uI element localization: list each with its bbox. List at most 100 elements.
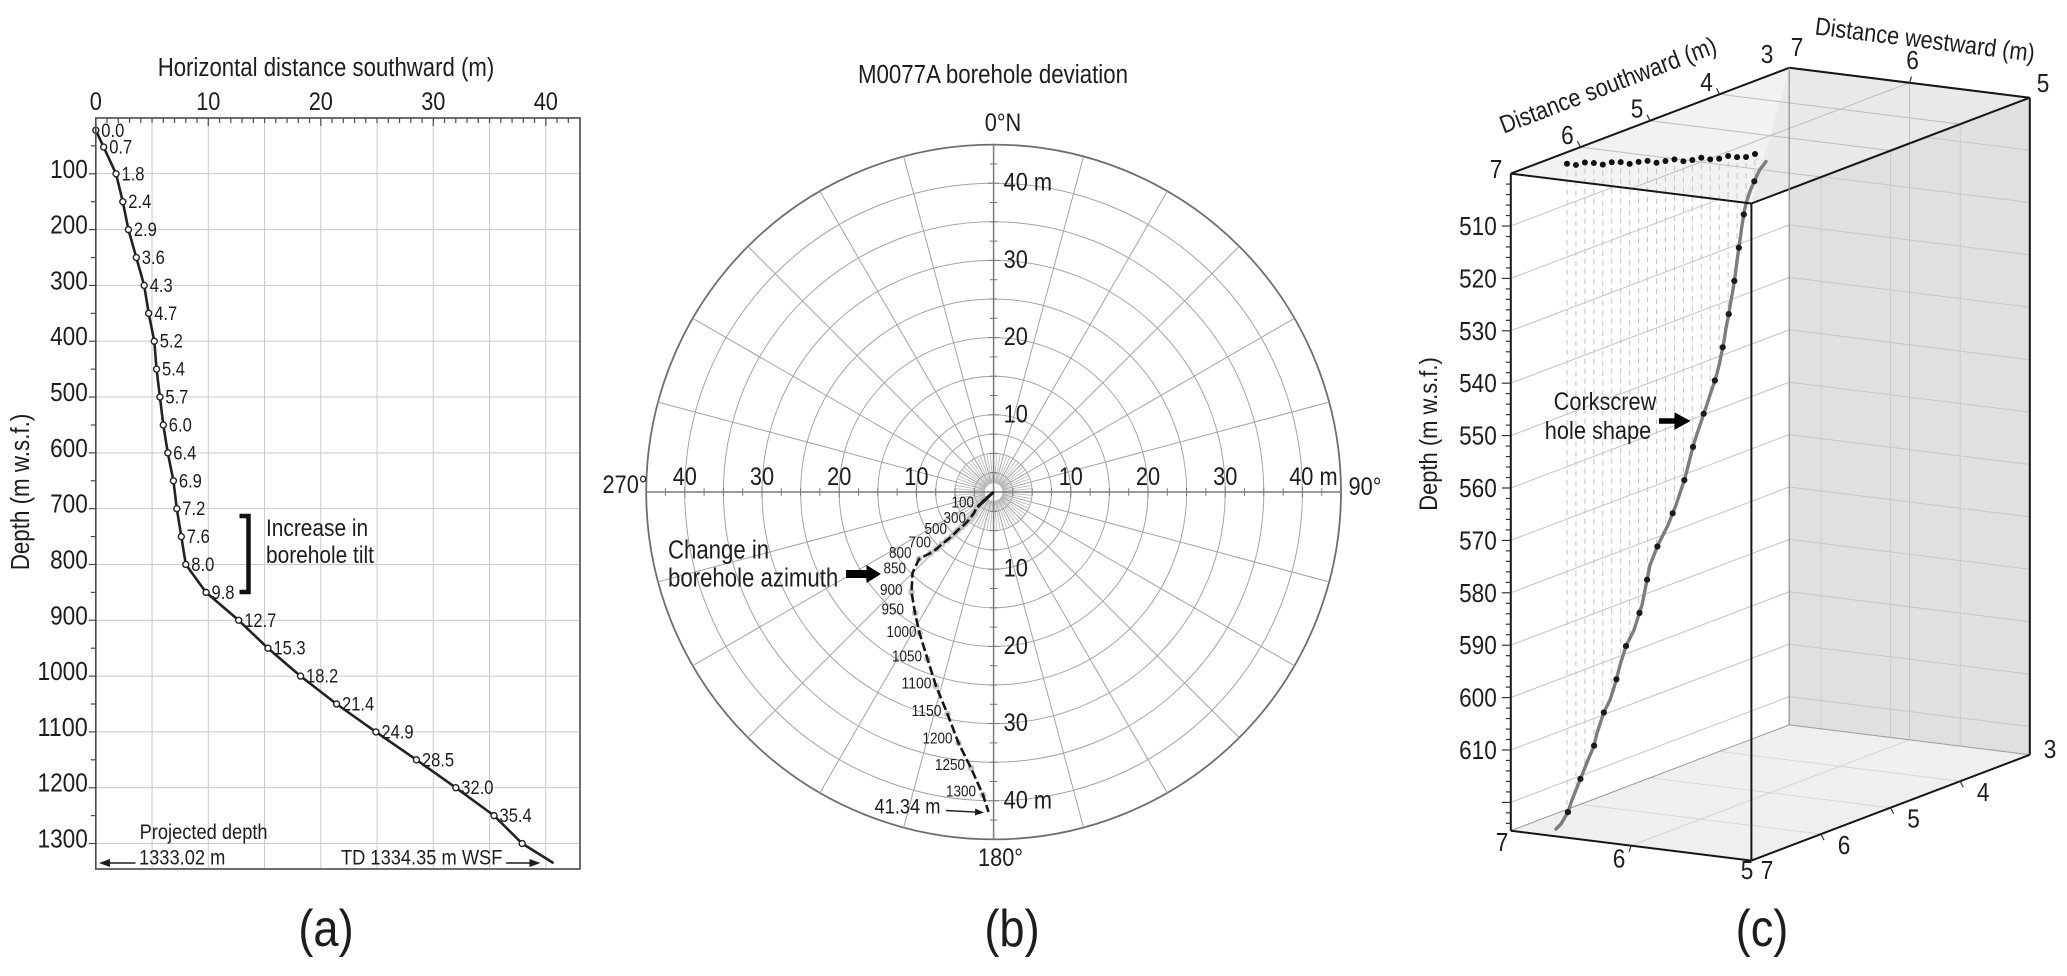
svg-text:30: 30 bbox=[421, 88, 445, 116]
svg-text:1100: 1100 bbox=[902, 676, 932, 693]
svg-text:6: 6 bbox=[1613, 844, 1626, 874]
svg-text:500: 500 bbox=[925, 521, 948, 538]
svg-text:Depth (m w.s.f.): Depth (m w.s.f.) bbox=[1415, 357, 1443, 511]
svg-text:8.0: 8.0 bbox=[191, 555, 214, 576]
svg-text:5.7: 5.7 bbox=[165, 388, 188, 409]
svg-text:18.2: 18.2 bbox=[306, 667, 338, 688]
svg-text:10: 10 bbox=[904, 463, 928, 491]
svg-text:1050: 1050 bbox=[892, 649, 922, 666]
svg-text:Corkscrew: Corkscrew bbox=[1554, 388, 1658, 416]
svg-text:3: 3 bbox=[2044, 734, 2057, 764]
svg-text:12.7: 12.7 bbox=[244, 611, 276, 632]
svg-text:270°: 270° bbox=[603, 471, 648, 499]
svg-text:2.4: 2.4 bbox=[128, 192, 151, 213]
svg-text:1300: 1300 bbox=[946, 784, 976, 801]
svg-text:7.2: 7.2 bbox=[182, 499, 205, 520]
svg-text:180°: 180° bbox=[978, 844, 1023, 872]
svg-text:35.4: 35.4 bbox=[500, 806, 533, 827]
svg-text:Change in: Change in bbox=[668, 537, 769, 565]
svg-text:20: 20 bbox=[1004, 323, 1028, 351]
svg-text:15.3: 15.3 bbox=[273, 639, 305, 660]
svg-text:600: 600 bbox=[50, 433, 88, 463]
svg-text:5.2: 5.2 bbox=[160, 332, 183, 353]
svg-text:7: 7 bbox=[1761, 855, 1774, 885]
svg-text:600: 600 bbox=[1459, 683, 1497, 713]
svg-text:30: 30 bbox=[1213, 463, 1237, 491]
svg-text:700: 700 bbox=[50, 489, 88, 519]
svg-text:5: 5 bbox=[1741, 855, 1754, 885]
svg-text:7: 7 bbox=[1490, 154, 1503, 184]
svg-text:(a): (a) bbox=[298, 900, 353, 958]
svg-text:300: 300 bbox=[50, 265, 88, 295]
svg-text:530: 530 bbox=[1459, 316, 1497, 346]
svg-text:24.9: 24.9 bbox=[381, 722, 413, 743]
svg-text:0.7: 0.7 bbox=[109, 138, 132, 159]
svg-text:4: 4 bbox=[1700, 67, 1713, 97]
svg-text:5: 5 bbox=[1631, 94, 1644, 124]
svg-text:borehole tilt: borehole tilt bbox=[266, 542, 374, 569]
svg-text:300: 300 bbox=[944, 510, 967, 527]
svg-text:28.5: 28.5 bbox=[422, 750, 454, 771]
svg-text:900: 900 bbox=[880, 582, 903, 599]
svg-text:21.4: 21.4 bbox=[342, 695, 375, 716]
svg-text:560: 560 bbox=[1459, 473, 1497, 503]
svg-text:520: 520 bbox=[1459, 263, 1497, 293]
svg-text:30: 30 bbox=[1004, 246, 1028, 274]
svg-text:10: 10 bbox=[1004, 400, 1028, 428]
svg-text:6.4: 6.4 bbox=[173, 443, 196, 464]
svg-text:20: 20 bbox=[309, 88, 333, 116]
svg-text:6: 6 bbox=[1561, 120, 1574, 150]
svg-text:M0077A borehole deviation: M0077A borehole deviation bbox=[858, 61, 1128, 89]
svg-text:610: 610 bbox=[1459, 735, 1497, 765]
svg-text:540: 540 bbox=[1459, 368, 1497, 398]
svg-text:40 m: 40 m bbox=[1004, 169, 1052, 197]
svg-text:7: 7 bbox=[1496, 827, 1509, 857]
svg-text:4.7: 4.7 bbox=[154, 304, 177, 325]
svg-text:10: 10 bbox=[1004, 555, 1028, 583]
svg-text:6.9: 6.9 bbox=[179, 471, 202, 492]
svg-text:4.3: 4.3 bbox=[150, 276, 173, 297]
svg-text:850: 850 bbox=[884, 561, 907, 578]
svg-text:Horizontal distance southward: Horizontal distance southward (m) bbox=[158, 54, 495, 82]
svg-text:20: 20 bbox=[1136, 463, 1160, 491]
svg-text:Projected depth: Projected depth bbox=[140, 821, 268, 844]
svg-text:10: 10 bbox=[196, 88, 220, 116]
svg-text:40 m: 40 m bbox=[1289, 463, 1337, 491]
svg-text:1150: 1150 bbox=[912, 703, 942, 720]
svg-text:400: 400 bbox=[50, 321, 88, 351]
svg-text:30: 30 bbox=[1004, 709, 1028, 737]
svg-text:(c): (c) bbox=[1736, 900, 1789, 958]
svg-text:5: 5 bbox=[2037, 68, 2050, 98]
svg-text:500: 500 bbox=[50, 377, 88, 407]
svg-text:10: 10 bbox=[1059, 463, 1083, 491]
svg-text:6: 6 bbox=[1838, 830, 1851, 860]
svg-text:5.4: 5.4 bbox=[162, 360, 185, 381]
svg-text:1200: 1200 bbox=[923, 731, 953, 748]
svg-text:1000: 1000 bbox=[887, 624, 917, 641]
svg-text:590: 590 bbox=[1459, 630, 1497, 660]
svg-text:510: 510 bbox=[1459, 211, 1497, 241]
svg-text:700: 700 bbox=[909, 535, 932, 552]
svg-text:100: 100 bbox=[952, 495, 975, 512]
svg-text:(b): (b) bbox=[984, 900, 1039, 958]
svg-text:900: 900 bbox=[50, 600, 88, 630]
svg-text:20: 20 bbox=[1004, 632, 1028, 660]
svg-text:1200: 1200 bbox=[38, 768, 88, 798]
svg-text:Depth (m w.s.f.): Depth (m w.s.f.) bbox=[7, 414, 35, 571]
svg-text:6: 6 bbox=[1906, 45, 1919, 75]
svg-text:100: 100 bbox=[50, 154, 88, 184]
svg-text:1250: 1250 bbox=[935, 757, 965, 774]
svg-text:40: 40 bbox=[534, 88, 558, 116]
svg-text:41.34 m: 41.34 m bbox=[875, 796, 941, 819]
svg-text:3.6: 3.6 bbox=[142, 248, 165, 269]
svg-text:30: 30 bbox=[750, 463, 774, 491]
svg-text:800: 800 bbox=[889, 545, 912, 562]
svg-text:borehole azimuth: borehole azimuth bbox=[668, 565, 838, 593]
svg-text:3: 3 bbox=[1761, 39, 1774, 69]
svg-text:0.0: 0.0 bbox=[101, 121, 124, 142]
svg-text:6.0: 6.0 bbox=[169, 416, 192, 437]
svg-text:1000: 1000 bbox=[38, 656, 88, 686]
svg-text:20: 20 bbox=[827, 463, 851, 491]
svg-text:580: 580 bbox=[1459, 578, 1497, 608]
svg-text:TD 1334.35 m WSF: TD 1334.35 m WSF bbox=[341, 847, 502, 870]
